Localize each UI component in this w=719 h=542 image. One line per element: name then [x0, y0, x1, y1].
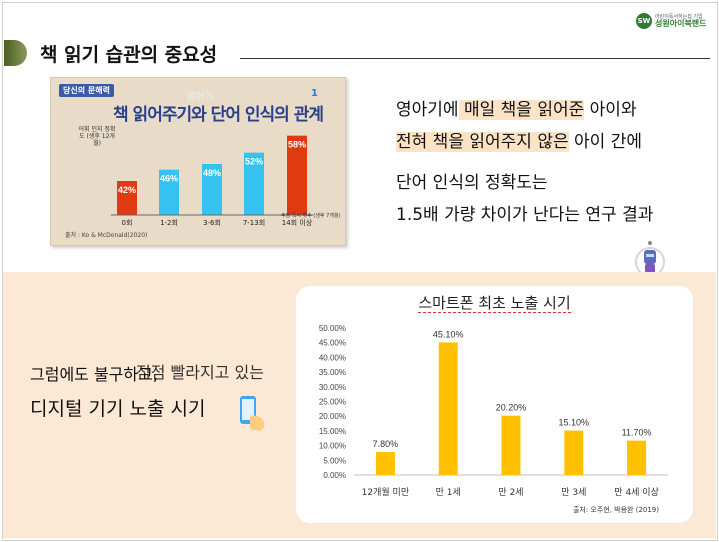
- thumb-ylabel: 어휘 인지 정확도 (생후 12개월): [78, 126, 116, 148]
- y-tick-label: 30.00%: [319, 383, 346, 392]
- text-line-3: 단어 인식의 정확도는: [396, 173, 548, 193]
- logo-badge-icon: SW: [636, 13, 652, 29]
- thumb-x-tick: 14회 이상: [282, 218, 313, 227]
- x-tick-label: 12개월 미만: [362, 486, 409, 498]
- slide-title: 책 읽기 습관의 중요성: [40, 44, 218, 66]
- x-tick-label: 만 2세: [498, 487, 523, 498]
- thumb-x-tick: 3-6회: [203, 219, 221, 227]
- title-accent-bar: [4, 40, 27, 66]
- x-tick-label: 만 3세: [561, 487, 586, 498]
- text-line-2-highlight: 전혀 책을 읽어주지 않은: [396, 132, 569, 152]
- y-tick-label: 35.00%: [319, 368, 346, 377]
- bar: [375, 452, 395, 475]
- chart-title: 스마트폰 최초 노출 시기: [296, 292, 693, 313]
- y-tick-label: 45.00%: [319, 339, 346, 348]
- text-line-4: 1.5배 가량 차이가 난다는 연구 결과: [396, 205, 654, 225]
- thumb-number: 1: [311, 88, 318, 99]
- y-tick-label: 0.00%: [323, 471, 346, 480]
- thumb-tag: 당신의 문해력: [59, 84, 114, 97]
- thumb-bar-label: 58%: [288, 140, 306, 150]
- robot-icon: [635, 241, 665, 277]
- left-text-line-1: 그럼에도 불구하고,: [30, 365, 158, 384]
- y-tick-label: 50.00%: [319, 324, 346, 333]
- research-chart-image: 당신의 문해력 영아기 책 읽어주기와 단어 인식의 관계 1 어휘 인지 정확…: [50, 77, 346, 246]
- x-tick-label: 만 1세: [436, 487, 461, 498]
- thumb-bar: [244, 152, 264, 215]
- x-tick-label: 만 4세 이상: [614, 487, 659, 498]
- thumb-x-tick: 0회: [122, 219, 133, 227]
- brand-logo: SW 어린이독서하는집 기업 성원아이북랜드: [636, 11, 707, 31]
- text-line-1: 영아기에 매일 책을 읽어준 아이와: [396, 95, 637, 120]
- smartphone-hand-icon: [240, 396, 265, 431]
- thumb-xnote: 주당 독서 횟수 (생후 7개월): [281, 213, 341, 219]
- thumb-bar: [159, 169, 179, 215]
- thumb-bar-chart: 42% 0회 46% 1-2회 48% 3-6회 52% 7-13회 58% 14회 이상: [111, 135, 313, 227]
- text-line-1-pre: 영아기에: [396, 100, 459, 120]
- thumb-bar-label: 46%: [160, 174, 178, 184]
- bar: [564, 430, 584, 475]
- title-divider: [240, 58, 710, 59]
- thumb-x-tick: 7-13회: [243, 219, 265, 227]
- bar-value-label: 20.20%: [496, 403, 527, 413]
- logo-subtitle: 어린이독서하는집 기업: [655, 13, 703, 20]
- bar-value-label: 11.70%: [622, 428, 652, 438]
- thumb-bar: [117, 181, 137, 215]
- thumb-bar-label: 48%: [203, 168, 221, 178]
- logo-name: 성원아이북랜드: [655, 18, 707, 28]
- left-text-line-1-overlay: 점점 빨라지고 있는: [136, 363, 264, 382]
- thumb-bar-label: 52%: [245, 157, 263, 167]
- text-line-2-post: 아이 간에: [568, 132, 642, 152]
- left-text-line-2: 디지털 기기 노출 시기: [30, 398, 206, 420]
- y-tick-label: 20.00%: [319, 412, 346, 421]
- y-tick-label: 25.00%: [319, 398, 346, 407]
- text-line-1-highlight: 매일 책을 읽어준: [458, 100, 585, 120]
- thumb-x-tick: 1-2회: [160, 219, 178, 227]
- thumb-bar: [287, 135, 307, 215]
- thumb-subtitle: 영아기: [186, 92, 214, 103]
- bar: [438, 342, 458, 475]
- text-line-2: 전혀 책을 읽어주지 않은 아이 간에: [396, 127, 642, 152]
- thumb-bar-label: 42%: [118, 185, 136, 195]
- y-tick-label: 15.00%: [319, 427, 346, 436]
- smartphone-exposure-bar-chart: 0.00% 5.00% 10.00% 15.00% 20.00% 25.00% 30.00%…: [319, 324, 668, 498]
- thumb-bar: [202, 164, 222, 215]
- thumb-source: 출처 : Ko & McDonald(2020): [65, 232, 148, 239]
- text-line-1-post: 아이와: [584, 100, 637, 120]
- chart-card: 스마트폰 최초 노출 시기 0.00% 5.00% 10.00% 15.00% 20.0…: [296, 286, 693, 523]
- bar-value-label: 45.10%: [433, 329, 464, 339]
- chart-source: 출처: 오주현, 박용완 (2019): [572, 506, 659, 514]
- bar-value-label: 15.10%: [559, 418, 590, 428]
- y-tick-label: 10.00%: [319, 442, 346, 451]
- chart-title-text: 스마트폰 최초 노출 시기: [418, 294, 571, 313]
- thumb-title: 책 읽어주기와 단어 인식의 관계: [113, 105, 324, 125]
- y-tick-label: 40.00%: [319, 353, 346, 362]
- bar: [501, 415, 521, 475]
- bar: [627, 440, 647, 475]
- bar-value-label: 7.80%: [373, 439, 399, 449]
- y-tick-label: 5.00%: [323, 456, 346, 465]
